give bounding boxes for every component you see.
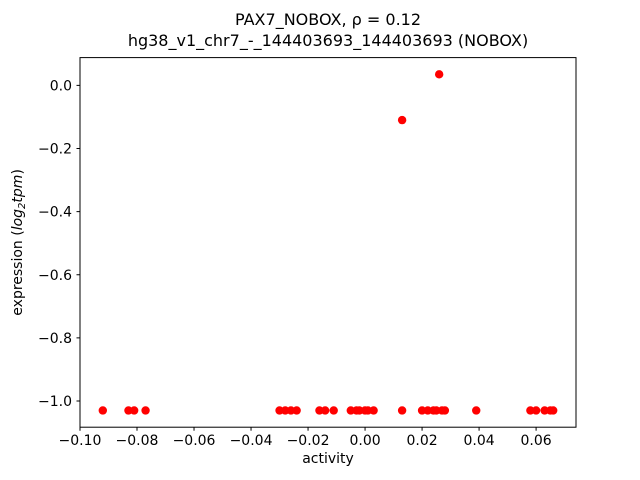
data-point (369, 406, 378, 415)
y-tick-label: −0.6 (38, 268, 72, 284)
y-tick-label: 0.0 (50, 78, 72, 94)
x-tick-label: −0.04 (230, 433, 273, 449)
data-point (548, 406, 558, 415)
data-point (472, 406, 481, 415)
data-point (531, 406, 541, 415)
x-axis-label: activity (302, 451, 354, 467)
x-tick-label: −0.08 (116, 433, 159, 449)
x-tick-label: 0.00 (349, 433, 380, 449)
data-point (98, 406, 108, 415)
x-tick-label: −0.02 (287, 433, 330, 449)
chart-title-line1: PAX7_NOBOX, ρ = 0.12 (235, 10, 421, 30)
y-tick-label: −0.8 (38, 331, 72, 347)
data-point (434, 70, 444, 79)
x-tick-label: −0.06 (173, 433, 216, 449)
data-point (397, 406, 407, 415)
y-tick-label: −0.2 (38, 142, 72, 158)
x-tick-label: 0.04 (463, 433, 494, 449)
chart-title-line2: hg38_v1_chr7_-_144403693_144403693 (NOBO… (128, 31, 528, 51)
axes-frame (79, 57, 577, 428)
x-tick-label: 0.06 (521, 433, 552, 449)
data-point (320, 406, 330, 415)
data-point (292, 406, 301, 415)
data-point (129, 406, 139, 415)
x-tick-label: −0.10 (59, 433, 102, 449)
data-point (397, 115, 407, 125)
data-point (329, 406, 338, 415)
y-tick-label: −0.4 (38, 205, 72, 221)
y-tick-label: −1.0 (38, 394, 72, 410)
y-axis-label: expression (log2tpm) (10, 169, 28, 316)
data-point (440, 406, 450, 415)
data-point (141, 406, 150, 415)
x-tick-label: 0.02 (406, 433, 437, 449)
